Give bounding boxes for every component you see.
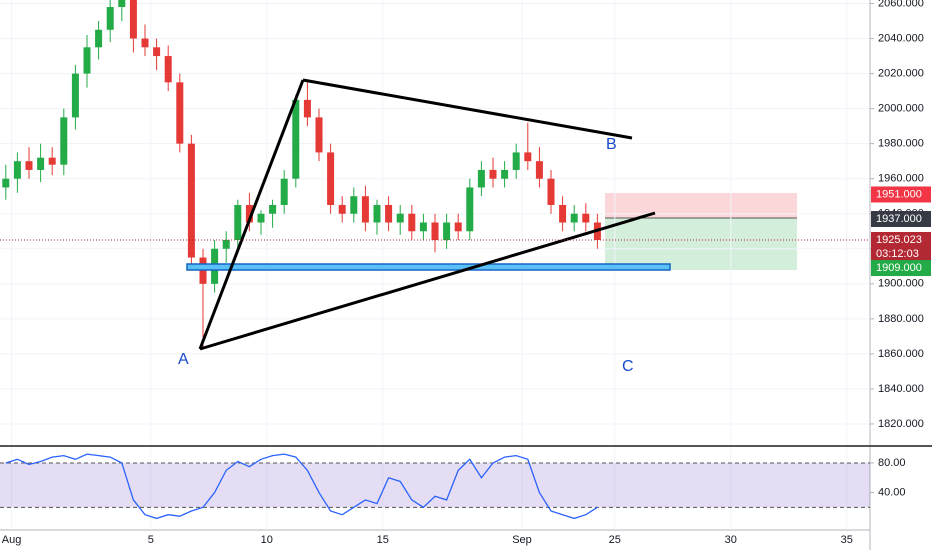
support-zone bbox=[186, 263, 671, 271]
candle-body bbox=[71, 73, 79, 118]
candle-body bbox=[477, 169, 485, 188]
y-tick-label: 1960.000 bbox=[878, 173, 924, 185]
y-tick-label: 1880.000 bbox=[878, 313, 924, 325]
candle-body bbox=[338, 204, 346, 214]
y-tick-label: 1840.000 bbox=[878, 383, 924, 395]
x-tick-label: 10 bbox=[261, 534, 273, 546]
candle-body bbox=[48, 157, 56, 165]
price-tag-label: 1925.023 bbox=[876, 234, 922, 246]
candle-body bbox=[373, 204, 381, 223]
candle-body bbox=[303, 99, 311, 118]
candle-body bbox=[245, 204, 253, 223]
y-tick-label: 2060.000 bbox=[878, 0, 924, 9]
trend-line bbox=[199, 211, 656, 351]
label-a: A bbox=[178, 351, 189, 368]
y-tick-label: 1900.000 bbox=[878, 278, 924, 290]
candle-body bbox=[141, 38, 149, 48]
candle-body bbox=[559, 204, 567, 223]
candle-body bbox=[489, 169, 497, 179]
label-b: B bbox=[606, 136, 617, 153]
price-tag bbox=[871, 260, 931, 277]
candle-body bbox=[153, 47, 161, 57]
y-tick-label: 40.00 bbox=[878, 486, 906, 498]
candle-body bbox=[292, 99, 300, 179]
trend-line bbox=[302, 78, 633, 140]
candle-body bbox=[106, 7, 114, 30]
candle-body bbox=[60, 117, 68, 165]
target-zone bbox=[605, 218, 797, 270]
y-tick-label: 1820.000 bbox=[878, 418, 924, 430]
y-tick-label: 2000.000 bbox=[878, 103, 924, 115]
x-tick-label: 25 bbox=[609, 534, 621, 546]
y-tick-label: 2020.000 bbox=[878, 67, 924, 79]
price-tag-label: 1909.000 bbox=[876, 262, 922, 274]
x-tick-label: 15 bbox=[377, 534, 389, 546]
candle-body bbox=[535, 161, 543, 179]
price-tag-label: 1951.000 bbox=[876, 188, 922, 200]
stoch-band bbox=[0, 462, 870, 508]
candle-body bbox=[129, 0, 137, 39]
candle-body bbox=[83, 47, 91, 74]
candle-body bbox=[408, 213, 416, 232]
price-tag bbox=[871, 231, 931, 262]
candle-body bbox=[547, 178, 555, 205]
x-tick-label: 5 bbox=[148, 534, 154, 546]
candle-body bbox=[454, 222, 462, 232]
candle-body bbox=[187, 143, 195, 258]
candle-body bbox=[95, 29, 103, 48]
y-tick-label: 1860.000 bbox=[878, 348, 924, 360]
candle-body bbox=[257, 213, 265, 223]
candle-body bbox=[419, 222, 427, 232]
candle-body bbox=[570, 213, 578, 223]
x-tick-label: Sep bbox=[512, 534, 532, 546]
candle-body bbox=[25, 161, 33, 170]
candle-body bbox=[315, 117, 323, 153]
candle-body bbox=[466, 187, 474, 232]
candle-body bbox=[2, 178, 10, 188]
candle-body bbox=[222, 240, 230, 249]
y-tick-label: 80.00 bbox=[878, 457, 906, 469]
y-tick-label: 2040.000 bbox=[878, 32, 924, 44]
label-c: C bbox=[622, 358, 634, 375]
candle-body bbox=[118, 0, 126, 8]
candle-body bbox=[327, 152, 335, 205]
candle-body bbox=[234, 204, 242, 241]
candle-body bbox=[269, 204, 277, 214]
candle-body bbox=[176, 82, 184, 144]
stoch-line bbox=[5, 453, 598, 520]
candle-body bbox=[512, 152, 520, 170]
candle-body bbox=[13, 161, 21, 179]
countdown: 03:12:03 bbox=[876, 248, 919, 260]
candle-body bbox=[524, 152, 532, 162]
candle-body bbox=[501, 169, 509, 179]
candle-body bbox=[582, 213, 590, 223]
x-tick-label: 35 bbox=[841, 534, 853, 546]
x-tick-label: Aug bbox=[2, 534, 22, 546]
candle-body bbox=[443, 222, 451, 241]
price-tag bbox=[871, 186, 931, 203]
price-tag-label: 1937.000 bbox=[876, 213, 922, 225]
candle-body bbox=[385, 204, 393, 223]
candle-body bbox=[361, 196, 369, 223]
candle-body bbox=[37, 157, 45, 170]
y-tick-label: 1980.000 bbox=[878, 138, 924, 150]
trend-line bbox=[198, 79, 305, 350]
candle-body bbox=[164, 56, 172, 83]
x-tick-label: 30 bbox=[725, 534, 737, 546]
candle-body bbox=[396, 213, 404, 223]
candle-body bbox=[431, 222, 439, 241]
candle-body bbox=[350, 196, 358, 214]
candle-body bbox=[280, 178, 288, 205]
stop-zone bbox=[605, 193, 797, 218]
price-tag bbox=[871, 210, 931, 227]
